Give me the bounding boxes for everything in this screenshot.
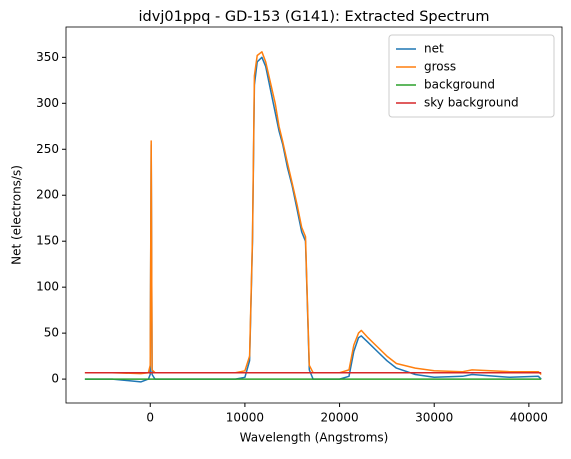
y-tick-label: 100 bbox=[36, 280, 59, 294]
x-tick-label: 40000 bbox=[510, 411, 548, 425]
y-tick-label: 300 bbox=[36, 96, 59, 110]
y-tick-label: 50 bbox=[44, 326, 59, 340]
y-axis-label: Net (electrons/s) bbox=[10, 165, 24, 265]
y-tick-label: 150 bbox=[36, 234, 59, 248]
x-tick-label: 0 bbox=[146, 411, 154, 425]
y-tick-label: 0 bbox=[51, 372, 59, 386]
legend-label: sky background bbox=[424, 96, 519, 110]
y-tick-label: 200 bbox=[36, 188, 59, 202]
plot-frame bbox=[65, 26, 563, 404]
x-tick-label: 30000 bbox=[415, 411, 453, 425]
x-tick-label: 20000 bbox=[320, 411, 358, 425]
legend-label: background bbox=[424, 78, 495, 92]
legend-box bbox=[388, 34, 555, 118]
y-tick-label: 350 bbox=[36, 50, 59, 64]
x-tick-label: 10000 bbox=[226, 411, 264, 425]
legend-label: net bbox=[424, 42, 444, 56]
x-axis-label: Wavelength (Angstroms) bbox=[240, 431, 389, 445]
chart-title: idvj01ppq - GD-153 (G141): Extracted Spe… bbox=[139, 9, 490, 25]
y-tick-label: 250 bbox=[36, 142, 59, 156]
legend-label: gross bbox=[424, 60, 456, 74]
